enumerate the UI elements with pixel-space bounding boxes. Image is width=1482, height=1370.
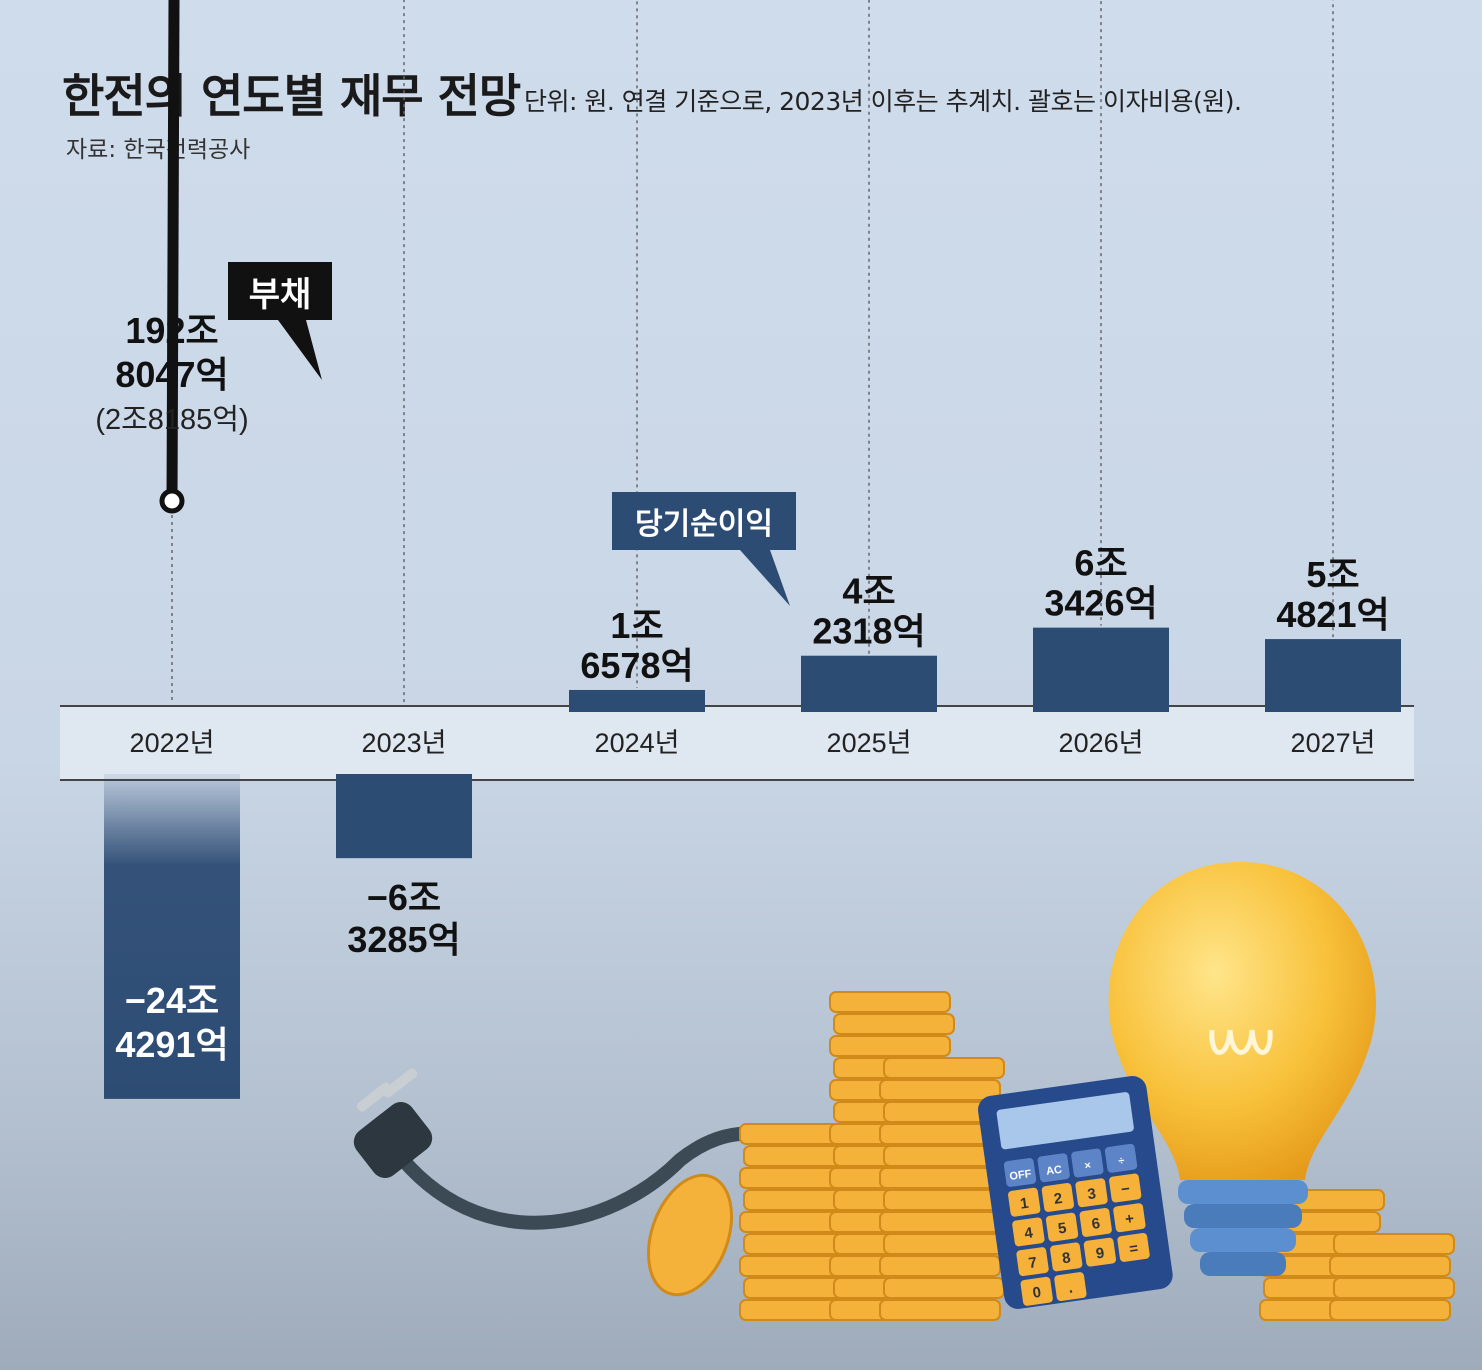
profit-value-label: 1조 — [610, 605, 663, 646]
calculator-key — [1113, 1203, 1146, 1233]
x-axis-band — [60, 706, 1414, 780]
x-tick-label: 2022년 — [130, 728, 215, 758]
calculator-key-label: ÷ — [1118, 1155, 1126, 1168]
profit-bar — [569, 689, 705, 712]
calculator-key-label: 6 — [1091, 1215, 1102, 1233]
coin — [883, 1233, 1005, 1255]
profit-value-label: 4821억 — [1276, 594, 1389, 635]
profit-value-label: 4291억 — [115, 1024, 228, 1065]
coin — [1329, 1255, 1451, 1277]
calculator-key — [1037, 1153, 1070, 1183]
profit-value-label: −24조 — [125, 980, 219, 1021]
debt-value-label: 192조 — [125, 310, 218, 351]
coin — [879, 1255, 1001, 1277]
coin — [833, 1013, 955, 1035]
light-bulb-icon — [1108, 862, 1377, 1276]
calculator-key — [1008, 1187, 1041, 1217]
profit-bar — [104, 774, 240, 1099]
coin — [883, 1189, 1005, 1211]
calculator-key-label: 7 — [1027, 1254, 1038, 1272]
x-tick-label: 2027년 — [1291, 728, 1376, 758]
calculator-key-label: = — [1128, 1240, 1139, 1258]
coin — [1329, 1299, 1451, 1321]
calculator-key-label: × — [1084, 1160, 1092, 1173]
coin — [879, 1211, 1001, 1233]
calculator-key-label: 2 — [1053, 1190, 1064, 1208]
coin — [883, 1277, 1005, 1299]
calculator-key — [1020, 1276, 1053, 1306]
calculator-key-label: 9 — [1095, 1245, 1106, 1263]
profit-bar — [336, 774, 472, 859]
calculator-key-label: OFF — [1009, 1168, 1033, 1183]
profit-value-label: 6578억 — [580, 645, 693, 686]
profit-value-label: 5조 — [1306, 554, 1359, 595]
calculator-key-label: AC — [1045, 1164, 1062, 1178]
coin — [646, 1173, 734, 1297]
calculator-key — [1117, 1232, 1150, 1262]
debt-point — [159, 488, 185, 514]
coin — [879, 1299, 1001, 1321]
debt-value-label: 8047억 — [115, 354, 228, 395]
profit-value-label: 3285억 — [347, 919, 460, 960]
calculator-key — [1041, 1183, 1075, 1212]
source-note: 자료: 한국전력공사 — [66, 137, 251, 163]
debt-line — [166, 0, 180, 502]
illustration: OFF AC × ÷ 1 2 3 − 4 5 6 +7 8 9 = 0. — [353, 862, 1455, 1321]
debt-tag-pointer — [278, 320, 322, 380]
calculator-key — [1079, 1207, 1112, 1237]
calculator-key-label: 8 — [1061, 1249, 1072, 1267]
x-tick-label: 2023년 — [362, 728, 447, 758]
profit-bar — [1265, 639, 1401, 712]
calculator-key — [1071, 1148, 1104, 1178]
calculator-key-label: 3 — [1086, 1185, 1097, 1203]
debt-series-tag: 부채 — [228, 262, 332, 320]
x-tick-label: 2024년 — [595, 728, 680, 758]
profit-value-label: 3426억 — [1044, 583, 1157, 624]
interest-cost-label: (2조8185억) — [95, 404, 248, 436]
calculator-key-label: 1 — [1019, 1195, 1030, 1213]
calculator-key — [1050, 1242, 1083, 1272]
profit-value-label: 4조 — [842, 571, 895, 612]
chart-title: 한전의 연도별 재무 전망 — [62, 69, 521, 123]
calculator-key-label: + — [1124, 1210, 1135, 1228]
coin — [879, 1079, 1001, 1101]
x-tick-label: 2025년 — [827, 728, 912, 758]
profit-series-tag: 당기순이익 — [612, 492, 796, 550]
calculator-key-label: 5 — [1057, 1220, 1068, 1238]
plug-icon — [353, 1068, 433, 1178]
profit-tag-pointer — [740, 550, 790, 606]
calculator-key-label: − — [1120, 1180, 1131, 1198]
coin — [883, 1057, 1005, 1079]
unit-note: 단위: 원. 연결 기준으로, 2023년 이후는 추계치. 괄호는 이자비용(… — [524, 87, 1242, 116]
calculator-key-label: 0 — [1032, 1284, 1043, 1302]
coin — [829, 1035, 951, 1057]
profit-value-label: 6조 — [1074, 543, 1127, 584]
profit-bar — [801, 655, 937, 712]
profit-value-label: 2318억 — [812, 611, 925, 652]
calculator-key — [1104, 1143, 1138, 1173]
calculator-key — [1003, 1158, 1037, 1187]
x-tick-label: 2026년 — [1059, 728, 1144, 758]
calculator-key-label: 4 — [1023, 1224, 1034, 1242]
coin — [1333, 1233, 1455, 1255]
calculator-key — [1054, 1272, 1087, 1302]
coin — [1333, 1277, 1455, 1299]
profit-value-label: −6조 — [367, 877, 441, 918]
calculator-key — [1075, 1178, 1108, 1208]
coin — [879, 1167, 1001, 1189]
calculator-key-label: . — [1067, 1279, 1073, 1296]
calculator-key — [1045, 1212, 1079, 1242]
calculator-key — [1109, 1173, 1142, 1203]
calculator-key — [1016, 1247, 1049, 1277]
calculator-key — [1083, 1237, 1117, 1267]
calculator-icon: OFF AC × ÷ 1 2 3 − 4 5 6 +7 8 9 = 0. — [978, 1076, 1173, 1309]
calculator-key — [1012, 1217, 1045, 1247]
coin — [829, 991, 951, 1013]
profit-bar — [1033, 627, 1169, 712]
